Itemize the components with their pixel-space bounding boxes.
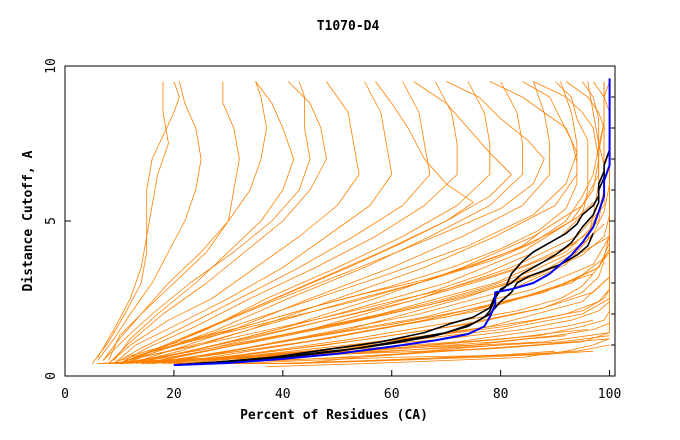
series-layer	[91, 78, 611, 368]
series-line-24	[146, 81, 600, 361]
series-line-50	[184, 350, 556, 365]
series-line-62	[124, 242, 578, 361]
series-line-56	[108, 81, 605, 364]
series-line-13	[146, 81, 610, 364]
x-tick-label-2: 40	[275, 387, 291, 402]
series-line-25	[157, 81, 605, 361]
series-line-44	[113, 332, 610, 364]
series-line-17	[91, 81, 180, 364]
series-line-52	[239, 353, 550, 364]
series-line-1	[113, 81, 295, 361]
series-line-36	[162, 273, 594, 364]
y-tick-label-1: 5	[44, 217, 59, 225]
series-line-4	[113, 81, 393, 364]
series-line-6	[119, 81, 458, 364]
series-line-65	[173, 137, 611, 366]
series-line-54	[266, 338, 610, 368]
series-line-15	[97, 81, 202, 361]
x-axis-label: Percent of Residues (CA)	[240, 408, 428, 423]
series-line-68	[173, 78, 611, 367]
series-line-10	[130, 81, 578, 364]
series-line-35	[168, 261, 605, 364]
y-axis-label: Distance Cutoff, A	[21, 150, 36, 291]
y-tick-label-2: 10	[44, 58, 59, 74]
x-tick-label-0: 0	[61, 387, 69, 402]
series-line-8	[124, 81, 523, 364]
series-line-37	[173, 276, 610, 364]
x-tick-label-1: 20	[166, 387, 182, 402]
series-line-23	[130, 81, 578, 361]
x-tick-label-4: 80	[493, 387, 509, 402]
series-line-9	[130, 81, 551, 364]
series-line-12	[141, 81, 605, 364]
x-tick-label-5: 100	[598, 387, 621, 402]
series-line-16	[97, 81, 169, 358]
series-line-66	[173, 171, 605, 366]
series-line-3	[108, 81, 360, 364]
series-line-21	[119, 81, 512, 364]
series-line-64	[130, 202, 594, 358]
x-tick-label-3: 60	[384, 387, 400, 402]
y-tick-label-0: 0	[44, 372, 59, 380]
series-line-67	[173, 233, 594, 366]
series-line-32	[179, 227, 610, 361]
series-line-22	[130, 81, 545, 361]
series-line-47	[97, 335, 610, 364]
chart-title: T1070-D4	[317, 19, 380, 34]
series-line-59	[141, 81, 610, 358]
series-line-0	[108, 81, 240, 361]
series-line-5	[113, 81, 431, 364]
series-line-31	[162, 214, 610, 361]
series-line-19	[102, 81, 311, 361]
axis-layer: 0 20 40 60 80 100 0 5 10	[44, 58, 621, 402]
series-line-18	[102, 81, 267, 361]
series-line-2	[108, 81, 327, 364]
